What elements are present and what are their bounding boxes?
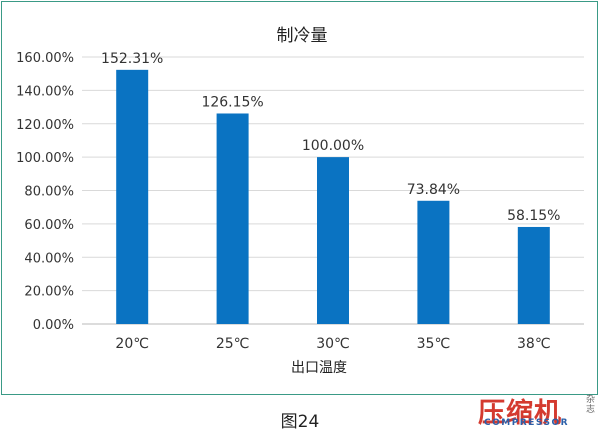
data-label: 58.15% bbox=[507, 208, 560, 224]
watermark-side-text: 杂志 bbox=[586, 395, 596, 415]
data-label: 73.84% bbox=[407, 182, 460, 198]
watermark-main-text: 压缩机 bbox=[478, 398, 562, 429]
y-tick-label: 80.00% bbox=[24, 185, 74, 200]
bar bbox=[517, 226, 550, 324]
data-label: 152.31% bbox=[101, 51, 163, 67]
bar-chart: 制冷量 0.00% 20.00% 40.00% 60.00% 80.00% 100.00%… bbox=[16, 26, 584, 376]
bar bbox=[116, 69, 149, 324]
bars: 152.31% 126.15% 100.00% 73.84% 58.15% bbox=[101, 51, 560, 325]
data-label: 100.00% bbox=[302, 138, 364, 154]
figure-caption: 图24 bbox=[280, 412, 320, 432]
y-tick-label: 140.00% bbox=[16, 84, 74, 99]
y-tick-label: 100.00% bbox=[16, 151, 74, 166]
y-tick-label: 40.00% bbox=[24, 251, 74, 266]
y-tick-label: 0.00% bbox=[33, 318, 74, 333]
x-tick-label: 20℃ bbox=[115, 336, 149, 352]
data-label: 126.15% bbox=[201, 94, 263, 110]
y-tick-label: 120.00% bbox=[16, 118, 74, 133]
y-tick-label: 160.00% bbox=[16, 51, 74, 66]
bar bbox=[417, 200, 450, 324]
watermark-sub-text: COMPRESSOR bbox=[484, 418, 570, 428]
x-axis-label: 出口温度 bbox=[291, 360, 347, 376]
x-tick-label: 25℃ bbox=[216, 336, 250, 352]
x-tick-label: 38℃ bbox=[517, 336, 551, 352]
watermark-logo: 压缩机 COMPRESSOR 杂志 bbox=[478, 393, 598, 432]
x-tick-label: 30℃ bbox=[316, 336, 350, 352]
x-axis-ticks: 20℃ 25℃ 30℃ 35℃ 38℃ bbox=[115, 336, 550, 352]
y-tick-label: 20.00% bbox=[24, 285, 74, 300]
bar bbox=[216, 113, 249, 325]
chart-frame: 制冷量 0.00% 20.00% 40.00% 60.00% 80.00% 100.00%… bbox=[1, 1, 598, 395]
y-tick-label: 60.00% bbox=[24, 218, 74, 233]
chart-title: 制冷量 bbox=[277, 26, 328, 46]
y-axis-ticks: 0.00% 20.00% 40.00% 60.00% 80.00% 100.00% 120.… bbox=[16, 51, 74, 333]
bar bbox=[317, 157, 349, 324]
x-tick-label: 35℃ bbox=[417, 336, 451, 352]
